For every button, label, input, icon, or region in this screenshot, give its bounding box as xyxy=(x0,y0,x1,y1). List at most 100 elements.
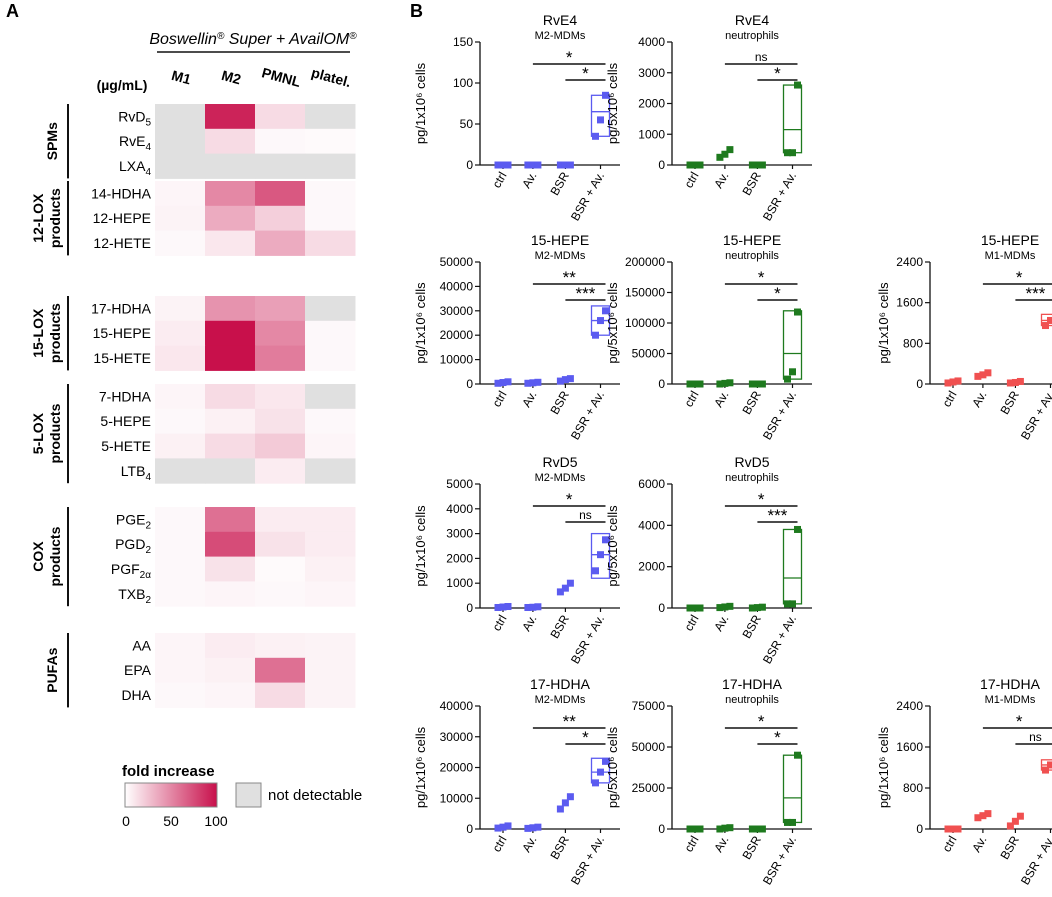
heatmap-cell xyxy=(255,153,306,179)
y-tick-label: 2000 xyxy=(446,551,473,565)
data-point xyxy=(529,161,537,169)
y-tick-label: 200000 xyxy=(625,255,665,269)
significance-label: * xyxy=(774,728,781,747)
box-rect xyxy=(590,94,611,137)
data-point xyxy=(499,379,507,387)
unit-label: (µg/mL) xyxy=(97,77,148,93)
row-label-base: PGF xyxy=(111,561,140,577)
row-label: AA xyxy=(132,637,151,653)
chart-subtitle: neutrophils xyxy=(725,30,779,42)
row-label: RvD5 xyxy=(118,108,151,128)
chart-title: 17-HDHA xyxy=(530,676,591,692)
row-label: 15-HETE xyxy=(93,350,151,366)
x-tick-label: BSR xyxy=(740,612,765,641)
data-point xyxy=(504,378,512,386)
heatmap-cell xyxy=(305,345,356,371)
title-superscript: ® xyxy=(217,31,225,42)
legend-colorbar xyxy=(124,782,218,808)
y-tick-label: 1000 xyxy=(638,127,665,141)
heatmap-cell xyxy=(305,458,356,484)
data-point xyxy=(1042,766,1049,774)
x-tick-label: ctrl xyxy=(489,834,509,855)
y-tick-label: 800 xyxy=(903,336,923,350)
data-point xyxy=(789,368,796,376)
x-tick-label: ctrl xyxy=(489,170,509,191)
legend-nd-label: not detectable xyxy=(268,787,362,804)
x-tick-label: BSR + Av. xyxy=(760,834,799,888)
data-point xyxy=(1016,377,1024,385)
x-tick-label: BSR + Av. xyxy=(760,170,799,224)
y-tick-label: 50000 xyxy=(632,347,666,361)
row-label-base: 7-HDHA xyxy=(99,388,152,404)
heatmap-cell xyxy=(155,581,206,607)
group-label-line: 15-LOX xyxy=(30,308,46,358)
data-point xyxy=(597,116,604,124)
x-tick-label: BSR + Av. xyxy=(1018,389,1052,443)
row-label-base: TXB xyxy=(118,586,145,602)
scatter-chart-5: 15-HEPE M1-MDMs 0 800 1600 2400 pg/1x10⁶ cells… xyxy=(876,232,1052,442)
data-point xyxy=(696,161,704,169)
significance-label: * xyxy=(774,284,781,303)
heatmap-cell xyxy=(155,657,206,684)
heatmap-cell xyxy=(155,128,206,155)
legend-nd-swatch xyxy=(235,782,262,808)
significance-label: * xyxy=(758,268,765,287)
data-point xyxy=(561,584,569,592)
heatmap-cell xyxy=(305,433,356,459)
group-label-line: SPMs xyxy=(44,122,60,160)
heatmap-cell xyxy=(205,384,256,410)
significance-label: * xyxy=(1016,712,1023,731)
heatmap-cell xyxy=(255,531,306,558)
data-point xyxy=(534,603,542,611)
y-tick-label: 30000 xyxy=(440,730,474,744)
heatmap-cell xyxy=(155,507,206,533)
box-rect xyxy=(590,532,611,579)
heatmap-cell xyxy=(155,296,206,322)
row-label-base: LXA xyxy=(119,158,146,174)
heatmap-cell xyxy=(205,458,256,484)
row-label-subscript: 2 xyxy=(145,545,151,556)
data-point xyxy=(597,768,604,776)
row-label: EPA xyxy=(124,662,152,678)
heatmap-cell xyxy=(155,682,206,708)
y-axis-label: pg/1x10⁶ cells xyxy=(413,505,428,587)
y-tick-label: 0 xyxy=(658,377,665,391)
column-header-M1: M1 xyxy=(170,67,193,88)
chart-title: 17-HDHA xyxy=(722,676,783,692)
group-label: 15-LOXproducts xyxy=(30,303,63,363)
row-label: DHA xyxy=(121,687,151,703)
data-point xyxy=(984,810,992,818)
data-point xyxy=(716,153,724,161)
heatmap-cell xyxy=(205,556,256,582)
heatmap-cell xyxy=(255,581,306,607)
chart-subtitle: M2-MDMs xyxy=(535,250,586,262)
heatmap-cell xyxy=(305,104,356,130)
x-tick-label: BSR xyxy=(548,612,573,641)
row-label-subscript: 4 xyxy=(145,167,151,178)
heatmap-cell xyxy=(305,682,356,708)
group-label-line: products xyxy=(47,303,63,363)
column-header-M2: M2 xyxy=(220,67,243,88)
data-point xyxy=(524,824,532,832)
data-point xyxy=(686,380,694,388)
y-axis-label: pg/5x10⁶ cells xyxy=(605,726,620,808)
data-point xyxy=(556,377,564,385)
column-header-platel: platel. xyxy=(310,64,353,90)
row-label: PGD2 xyxy=(115,536,151,556)
row-label-subscript: 2 xyxy=(145,520,151,531)
group-label: PUFAs xyxy=(44,647,60,692)
heatmap-cell xyxy=(205,296,256,322)
row-label: TXB2 xyxy=(118,586,151,606)
group-label: 5-LOXproducts xyxy=(30,403,63,463)
significance-label: * xyxy=(1016,268,1023,287)
y-axis-label: pg/1x10⁶ cells xyxy=(413,282,428,364)
data-point xyxy=(529,824,537,832)
data-point xyxy=(592,567,599,575)
row-label-base: 14-HDHA xyxy=(91,185,152,201)
row-label: PGE2 xyxy=(116,511,152,531)
x-tick-label: BSR xyxy=(548,388,573,417)
heatmap-cell xyxy=(255,320,306,347)
y-tick-label: 6000 xyxy=(638,477,665,491)
row-label-base: EPA xyxy=(124,662,152,678)
x-tick-label: BSR xyxy=(548,169,573,198)
